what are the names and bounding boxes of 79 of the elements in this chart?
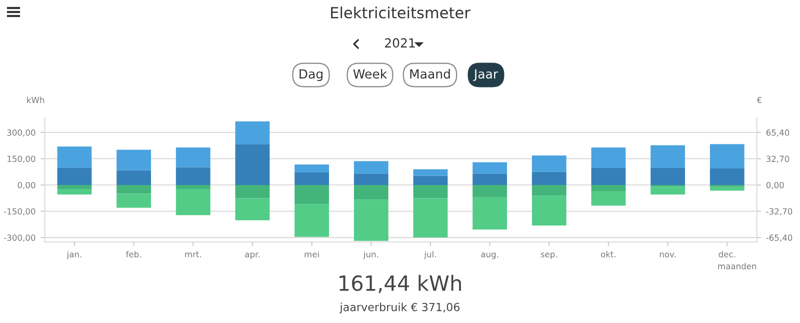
bar — [57, 168, 92, 185]
bar — [650, 145, 686, 168]
x-tick-label: apr. — [245, 252, 260, 260]
bar — [235, 198, 270, 220]
x-axis-title: maanden — [718, 262, 756, 270]
bar — [532, 196, 566, 226]
x-tick-label: jul. — [424, 250, 436, 260]
bar — [650, 168, 686, 185]
y-axis-title: kWh — [27, 96, 44, 104]
bar — [472, 162, 508, 174]
x-tick-label: sep. — [540, 252, 557, 260]
y-tick-label: -150,00 — [4, 208, 36, 216]
bar — [57, 189, 92, 194]
y2-axis-title: € — [756, 96, 762, 104]
bar — [116, 184, 152, 194]
chart-subtitle: 2021 — [385, 38, 415, 48]
bar — [176, 184, 210, 190]
bar — [413, 176, 448, 185]
bar — [413, 198, 448, 238]
bar — [710, 144, 744, 169]
bar — [591, 184, 626, 191]
bar — [235, 121, 270, 144]
bar — [294, 184, 330, 204]
y-tick-label: -300,00 — [4, 234, 36, 242]
bar — [294, 204, 330, 237]
bar — [591, 168, 626, 185]
bar — [235, 184, 270, 198]
bar — [472, 174, 508, 185]
y2-tick-label: 32,70 — [766, 156, 790, 163]
bar — [176, 148, 210, 168]
bar — [591, 190, 626, 206]
y2-tick-label: 65,40 — [766, 129, 790, 137]
y2-tick-label: 0,00 — [766, 182, 784, 190]
bar — [650, 186, 686, 194]
x-tick-label: mei — [304, 250, 319, 258]
bar — [294, 172, 330, 185]
text: Week — [353, 68, 388, 79]
bar — [354, 184, 388, 200]
x-tick-label: okt. — [601, 250, 616, 258]
x-tick-label: mrt. — [185, 251, 201, 258]
text: 161,44 kWh — [340, 274, 461, 294]
bar — [710, 168, 744, 185]
bar — [294, 164, 330, 173]
bar — [176, 189, 210, 216]
bar — [116, 150, 152, 170]
y-tick-label: 0,00 — [18, 182, 36, 190]
bar — [235, 144, 270, 185]
bar — [710, 186, 744, 191]
x-tick-label: jun. — [363, 250, 378, 260]
bar — [354, 174, 388, 185]
bar — [532, 156, 566, 172]
bar — [57, 184, 92, 190]
bar — [413, 169, 448, 176]
chart-title: Elektriciteitsmeter — [331, 6, 470, 18]
bar — [472, 197, 508, 230]
text: jaarverbruik € 371,06 — [340, 302, 460, 314]
bar — [116, 170, 152, 185]
y-tick-label: 300,00 — [7, 129, 36, 137]
bar — [354, 161, 388, 174]
y2-tick-label: -65,40 — [766, 234, 792, 242]
x-tick-label: nov. — [660, 252, 676, 258]
bar — [116, 194, 152, 208]
bar — [591, 148, 626, 168]
x-tick-label: dec. — [718, 250, 736, 258]
bar — [354, 200, 388, 241]
text: Dag — [300, 69, 322, 82]
y-tick-label: 150,00 — [8, 156, 36, 163]
bar — [532, 184, 566, 196]
bar — [532, 172, 566, 185]
y2-tick-label: -32,70 — [766, 208, 792, 216]
bar — [472, 184, 508, 198]
text: Maand — [410, 68, 450, 79]
x-tick-label: aug. — [481, 252, 498, 260]
bar — [413, 184, 448, 198]
x-tick-label: jan. — [66, 250, 82, 260]
bar — [176, 167, 210, 185]
text: Jaar — [473, 69, 498, 81]
x-tick-label: feb. — [126, 250, 141, 258]
bar — [57, 146, 92, 168]
